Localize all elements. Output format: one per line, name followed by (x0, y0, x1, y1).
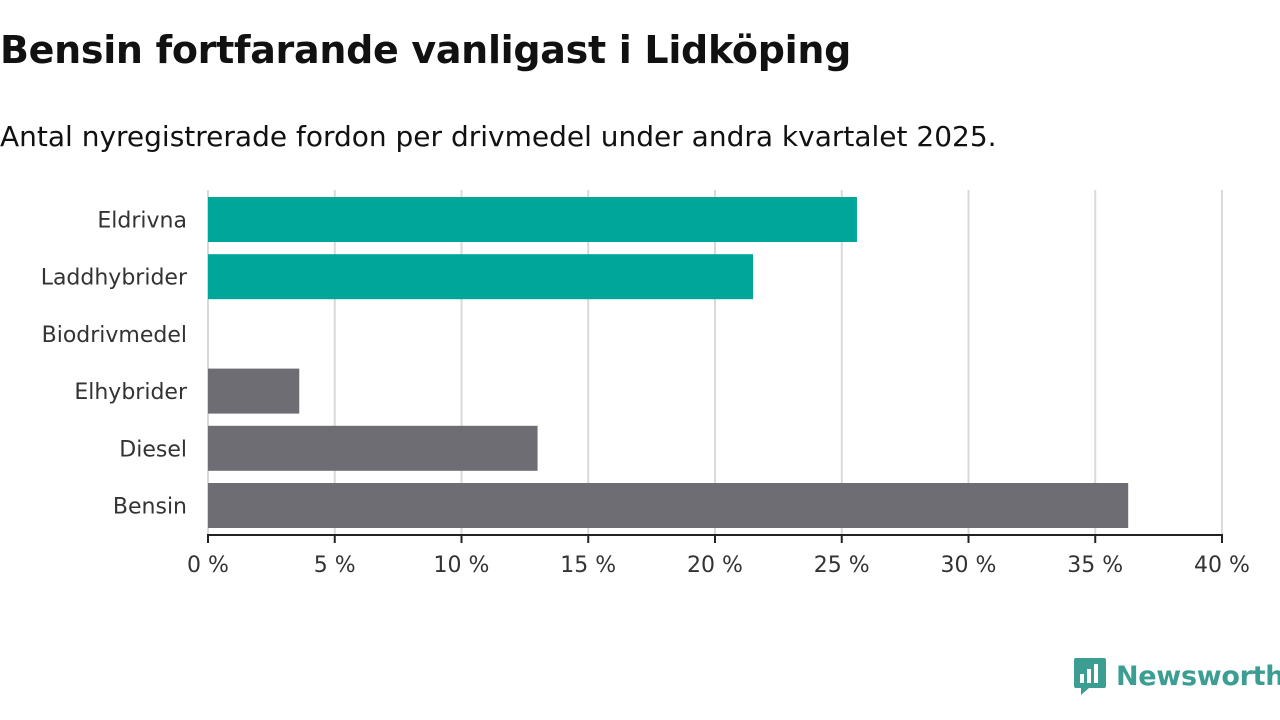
x-tick-label: 0 % (187, 553, 229, 578)
x-tick-label: 5 % (314, 553, 356, 578)
category-label: Eldrivna (97, 209, 187, 234)
bars (208, 197, 1129, 528)
bar-chart: Eldrivna Laddhybrider Biodrivmedel Elhybrid… (41, 190, 1250, 578)
brand-logo: Newsworthy (1073, 656, 1280, 696)
x-tick-label: 40 % (1194, 553, 1250, 578)
newsworthy-logo-icon (1074, 658, 1106, 695)
category-labels: Eldrivna Laddhybrider Biodrivmedel Elhybrid… (41, 209, 188, 520)
x-tick-label: 20 % (687, 553, 743, 578)
x-tick-label: 25 % (814, 553, 870, 578)
category-label: Biodrivmedel (42, 323, 187, 348)
bar-elhybrider (208, 368, 300, 414)
bar-diesel (208, 425, 538, 471)
x-tick-label: 30 % (941, 553, 997, 578)
grid-lines (207, 190, 1223, 535)
bar-laddhybrider (208, 254, 754, 300)
category-label: Bensin (113, 495, 187, 520)
x-tick-label: 15 % (560, 553, 616, 578)
category-label: Laddhybrider (41, 266, 188, 291)
category-label: Diesel (119, 437, 187, 462)
x-tick-label: 35 % (1067, 553, 1123, 578)
chart-subtitle: Antal nyregistrerade fordon per drivmede… (0, 120, 997, 153)
brand-name: Newsworthy (1116, 660, 1280, 692)
chart-title: Bensin fortfarande vanligast i Lidköping (0, 28, 851, 72)
x-tick-label: 10 % (434, 553, 490, 578)
category-label: Elhybrider (74, 380, 188, 405)
bar-bensin (208, 483, 1129, 528)
x-axis: 0 % 5 % 10 % 15 % 20 % 25 % 30 % 35 % 40 % (187, 534, 1250, 578)
bar-eldrivna (208, 197, 857, 242)
